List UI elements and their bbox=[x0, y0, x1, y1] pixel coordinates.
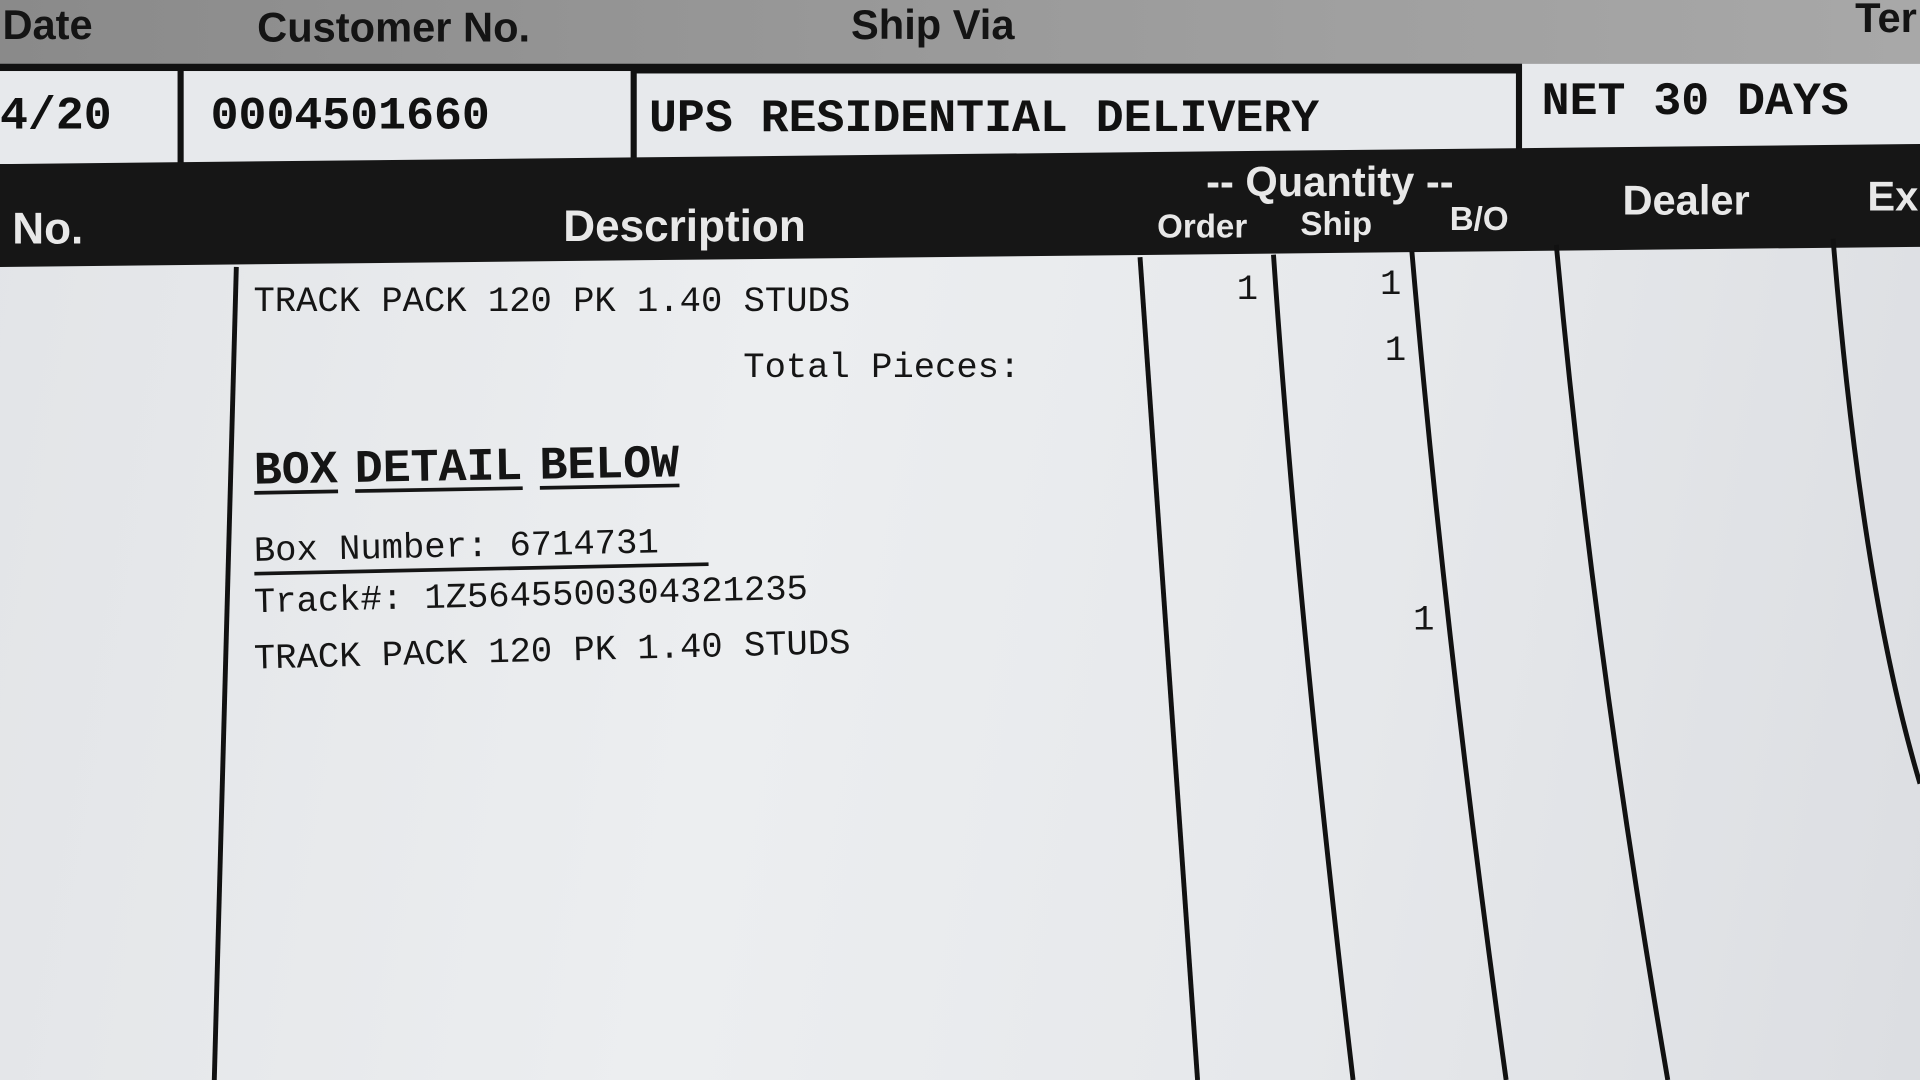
divider-bo-dealer bbox=[1553, 244, 1671, 1080]
total-pieces-label: Total Pieces: bbox=[743, 347, 1021, 389]
item-ship-qty: 1 bbox=[1380, 264, 1402, 305]
box-detail-word: DETAIL bbox=[354, 441, 523, 497]
box-detail-word: BELOW bbox=[539, 438, 680, 494]
divider-no-desc bbox=[211, 266, 239, 1080]
col-bo: B/O bbox=[1449, 200, 1509, 238]
divider-ship-bo bbox=[1409, 250, 1509, 1080]
total-pieces-value: 1 bbox=[1384, 330, 1407, 372]
terms-value: NET 30 DAYS bbox=[1522, 63, 1920, 150]
divider-desc-order bbox=[1137, 256, 1201, 1080]
label-date: Date bbox=[2, 2, 93, 49]
date-value: 4/20 bbox=[0, 71, 178, 165]
col-ext: Ex bbox=[1867, 173, 1919, 221]
divider-order-ship bbox=[1271, 254, 1356, 1080]
header-label-band bbox=[0, 0, 1920, 64]
col-description: Description bbox=[563, 200, 806, 252]
label-customer-no: Customer No. bbox=[257, 4, 531, 52]
label-ship-via: Ship Via bbox=[851, 2, 1015, 49]
col-quantity: -- Quantity -- bbox=[1206, 159, 1454, 206]
col-no: No. bbox=[12, 203, 84, 254]
box-item-qty: 1 bbox=[1413, 600, 1435, 641]
customer-no-value: 0004501660 bbox=[183, 71, 631, 165]
col-order: Order bbox=[1157, 208, 1248, 245]
box-detail-word: BOX bbox=[253, 444, 339, 499]
col-dealer: Dealer bbox=[1622, 177, 1750, 225]
col-ship: Ship bbox=[1300, 205, 1373, 243]
label-terms: Ter bbox=[1855, 0, 1917, 42]
item-description: TRACK PACK 120 PK 1.40 STUDS bbox=[253, 281, 851, 323]
divider-dealer-ext bbox=[1830, 238, 1920, 785]
header-values-row: 4/20 0004501660 UPS RESIDENTIAL DELIVERY… bbox=[0, 63, 1920, 167]
box-detail-heading: BOX DETAIL BELOW bbox=[253, 438, 679, 498]
item-order-qty: 1 bbox=[1236, 269, 1259, 310]
